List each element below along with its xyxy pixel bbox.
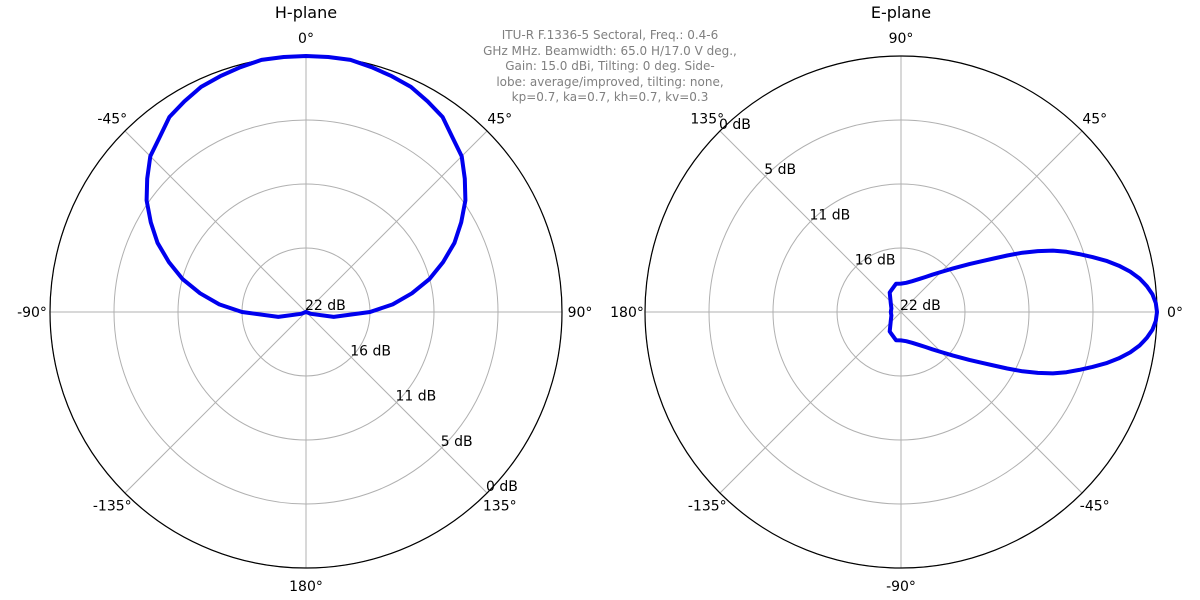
radial-tick-label: 5 dB	[764, 162, 796, 178]
grid-spoke	[719, 130, 902, 313]
radial-tick-label: 11 dB	[396, 389, 437, 405]
angle-tick-label: 90°	[889, 31, 914, 47]
radial-tick-label: 16 dB	[855, 253, 896, 269]
grid-spoke	[305, 130, 488, 313]
angle-tick-label: 135°	[483, 499, 517, 515]
grid-spoke	[900, 311, 1083, 494]
angle-tick-label: 180°	[610, 305, 644, 321]
chart-title: H-plane	[275, 3, 337, 22]
radial-tick-label: 0 dB	[486, 479, 518, 495]
radial-tick-label: 0 dB	[719, 117, 751, 133]
angle-tick-label: -45°	[1080, 499, 1110, 515]
caption-line: kp=0.7, ka=0.7, kh=0.7, kv=0.3	[511, 90, 709, 105]
angle-tick-label: 45°	[1082, 111, 1107, 127]
e-plane-chart: 0° 45° 90° 135° 180° -135° -90° -45° 22 dB 16 dB 1…	[610, 3, 1183, 595]
angle-tick-label: 135°	[690, 111, 724, 127]
antenna-caption: ITU-R F.1336-5 Sectoral, Freq.: 0.4-6 GH…	[470, 28, 750, 106]
caption-line: Gain: 15.0 dBi, Tilting: 0 deg. Side-	[505, 59, 715, 74]
angle-tick-label: -45°	[97, 111, 127, 127]
angle-tick-label: 90°	[568, 305, 593, 321]
angle-tick-label: -135°	[93, 499, 132, 515]
grid-spoke	[124, 311, 307, 494]
grid-spoke	[900, 130, 1083, 313]
angle-tick-label: 0°	[1167, 305, 1183, 321]
grid-spoke	[719, 311, 902, 494]
angle-tick-label: 45°	[487, 111, 512, 127]
caption-line: ITU-R F.1336-5 Sectoral, Freq.: 0.4-6	[501, 28, 719, 42]
grid-spoke	[124, 130, 307, 313]
caption-line: GHz MHz. Beamwidth: 65.0 H/17.0 V deg.,	[483, 43, 737, 58]
angle-tick-label: -90°	[17, 305, 47, 321]
radial-tick-label: 22 dB	[900, 298, 941, 314]
angle-tick-label: 0°	[298, 31, 314, 47]
caption-line: lobe: average/improved, tilting: none,	[496, 74, 724, 89]
angle-tick-label: 180°	[289, 579, 323, 595]
grid-spoke	[305, 311, 488, 494]
radial-tick-label: 5 dB	[441, 434, 473, 450]
angle-tick-label: -90°	[886, 579, 916, 595]
radial-tick-label: 11 dB	[809, 207, 850, 223]
pattern-line	[887, 248, 1159, 376]
angle-tick-label: -135°	[688, 499, 727, 515]
radial-tick-label: 16 dB	[350, 343, 391, 359]
pattern-line	[144, 54, 468, 319]
h-plane-chart: 0° 45° 90° 135° 180° -135° -90° -45° 22 dB 16 dB 1…	[17, 3, 592, 595]
chart-title: E-plane	[871, 3, 931, 22]
radial-tick-label: 22 dB	[305, 298, 346, 314]
